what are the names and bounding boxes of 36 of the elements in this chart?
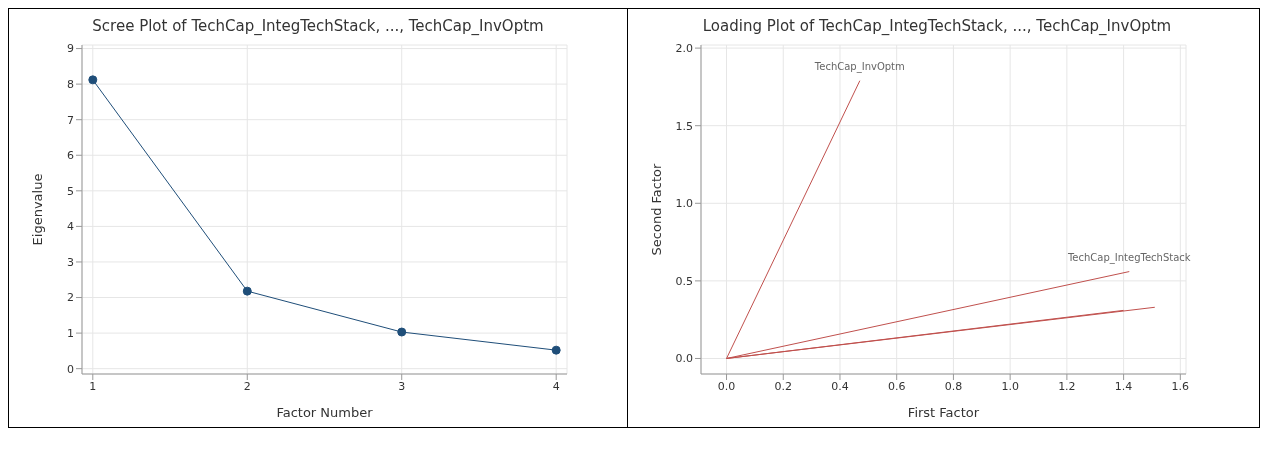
chart-title: Loading Plot of TechCap_IntegTechStack, ..., TechCap_InvOptm (701, 17, 1173, 35)
x-tick-label: 0.4 (831, 379, 849, 393)
y-tick-label: 1.5 (675, 119, 693, 133)
x-tick-label: 1.4 (1114, 379, 1133, 393)
x-tick-label: 1.6 (1171, 379, 1190, 393)
x-tick-label: 0.2 (774, 379, 792, 393)
x-tick-label: 1 (89, 379, 97, 393)
x-tick-label: 0.8 (944, 379, 963, 393)
chart-title: Scree Plot of TechCap_IntegTechStack, ..., TechCap_InvOptm (91, 17, 545, 35)
x-axis-title: First Factor (907, 405, 980, 420)
y-tick-label: 7 (67, 113, 74, 127)
y-axis-title: Second Factor (648, 162, 664, 256)
y-tick-label: 4 (67, 220, 74, 234)
y-tick-label: 1 (67, 327, 74, 340)
x-tick-label: 1.0 (1001, 379, 1019, 393)
y-tick-label: 0.0 (675, 352, 693, 366)
x-tick-label: 4 (552, 379, 560, 393)
y-tick-label: 9 (67, 42, 74, 56)
y-tick-label: 6 (67, 149, 74, 163)
y-tick-label: 0.5 (675, 274, 693, 288)
x-tick-label: 0.0 (717, 379, 736, 393)
x-tick-label: 0.6 (887, 379, 906, 393)
y-tick-label: 1.0 (675, 197, 693, 211)
series-label: TechCap_InvOptm (813, 60, 905, 73)
y-tick-label: 2.0 (675, 42, 693, 56)
y-tick-label: 0 (67, 362, 74, 376)
y-tick-label: 5 (67, 184, 74, 198)
x-tick-label: 3 (398, 379, 406, 393)
y-tick-label: 2 (67, 291, 74, 305)
y-axis-title: Eigenvalue (29, 173, 45, 246)
x-tick-label: 1.2 (1058, 379, 1076, 393)
x-axis-title: Factor Number (276, 405, 374, 420)
y-tick-label: 3 (67, 255, 74, 269)
y-tick-label: 8 (67, 78, 74, 92)
x-tick-label: 2 (243, 379, 251, 393)
series-label: TechCap_IntegTechStack (1066, 251, 1191, 264)
